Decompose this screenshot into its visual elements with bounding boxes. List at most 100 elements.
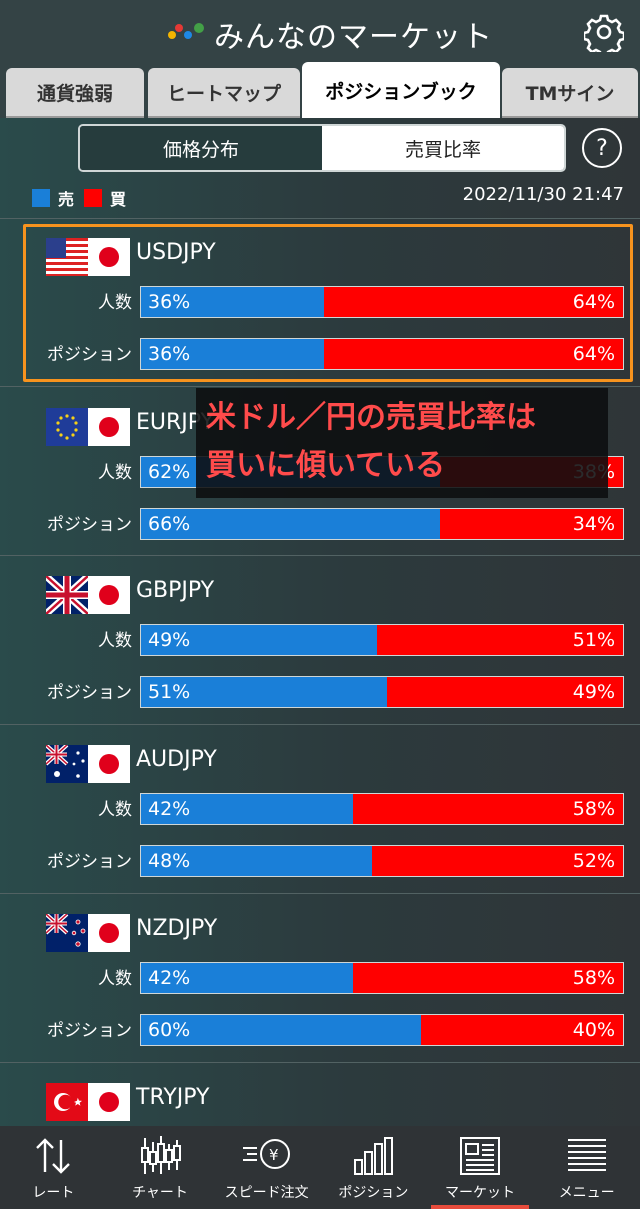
people-label: 人数 [98,463,132,483]
tab-position-book[interactable]: ポジションブック [302,62,500,118]
svg-text:¥: ¥ [269,1146,279,1164]
divider [0,1062,640,1063]
bar-chart-icon [354,1137,394,1175]
help-button[interactable]: ? [582,128,622,168]
pair-name: TRYJPY [136,1085,210,1110]
tab-bar: 通貨強弱 ヒートマップ ポジションブック TMサイン [0,62,640,118]
sell-percent: 36% [148,291,191,313]
annotation-callout: 米ドル／円の売買比率は 買いに傾いている [196,388,608,498]
tr-flag-icon [46,1083,130,1121]
up-down-arrows-icon [36,1138,71,1174]
pair-name: GBPJPY [136,578,215,603]
position-label: ポジション [47,1021,132,1041]
buy-percent: 58% [572,798,615,820]
view-toggle: 価格分布 売買比率 [78,124,566,172]
divider [0,386,640,387]
us-flag-icon [46,238,130,276]
timestamp: 2022/11/30 21:47 [462,184,624,205]
pair-card-gbpjpy[interactable]: GBPJPY 人数 49% 51% ポジション 51% 49% [0,556,640,724]
divider [0,893,640,894]
position-ratio-bar: 60% 40% [140,1014,624,1046]
app-title: みんなのマーケット [214,20,493,55]
divider [0,218,640,219]
pair-card-tryjpy[interactable]: TRYJPY [0,1063,640,1126]
sell-bar [141,846,373,876]
au-flag-icon [46,745,130,783]
pair-card-usdjpy[interactable]: USDJPY 人数 36% 64% ポジション 36% 64% [0,218,640,386]
people-ratio-bar: 49% 51% [140,624,624,656]
eu-flag-icon [46,408,130,446]
sell-bar [141,1015,421,1045]
tab-heatmap[interactable]: ヒートマップ [148,68,300,118]
nav-label: スピード注文 [224,1185,309,1201]
nav-position[interactable]: ポジション [320,1126,427,1209]
buy-percent: 40% [572,1019,615,1041]
buy-percent: 34% [572,513,615,535]
nav-label: メニュー [558,1185,615,1201]
nz-flag-icon [46,914,130,952]
pair-card-nzdjpy[interactable]: NZDJPY 人数 42% 58% ポジション 60% 40% [0,894,640,1062]
pair-name: USDJPY [136,240,216,265]
sell-legend-swatch [32,189,50,207]
menu-icon [567,1139,606,1171]
buy-sell-ratio-toggle[interactable]: 売買比率 [322,126,564,170]
buy-legend-label: 買 [110,190,127,209]
nav-rate[interactable]: レート [0,1126,107,1209]
usdjpy-highlight-frame [23,224,633,382]
nav-label: ポジション [338,1185,409,1201]
sell-percent: 48% [148,850,191,872]
tab-tm-sign[interactable]: TMサイン [502,68,638,118]
people-label: 人数 [98,969,132,989]
pair-card-audjpy[interactable]: AUDJPY 人数 42% 58% ポジション 48% 52% [0,725,640,893]
nav-chart[interactable]: チャート [107,1126,214,1209]
gb-flag-icon [46,576,130,614]
app-header: みんなのマーケット [0,0,640,66]
position-label: ポジション [47,515,132,535]
nav-label: レート [32,1185,75,1201]
speed-order-icon: ¥ [242,1139,290,1169]
sell-percent: 49% [148,629,191,651]
nav-menu[interactable]: メニュー [533,1126,640,1209]
candlestick-icon [141,1136,181,1174]
nav-market[interactable]: マーケット [427,1126,534,1209]
buy-percent: 58% [572,967,615,989]
pair-name: NZDJPY [136,916,218,941]
position-ratio-bar: 66% 34% [140,508,624,540]
position-label: ポジション [47,852,132,872]
bottom-nav: レート チャート ¥ スピード注文 [0,1126,640,1209]
buy-percent: 64% [572,343,615,365]
buy-percent: 64% [572,291,615,313]
nav-label: チャート [132,1185,188,1201]
sell-percent: 42% [148,798,191,820]
sell-percent: 51% [148,681,191,703]
people-ratio-bar: 42% 58% [140,793,624,825]
sell-bar [141,625,378,655]
sell-percent: 42% [148,967,191,989]
divider [0,724,640,725]
people-ratio-bar: 36% 64% [140,286,624,318]
position-label: ポジション [47,683,132,703]
sell-percent: 62% [148,461,191,483]
sell-bar [141,339,325,369]
sell-bar [141,509,440,539]
legend: 売 買 [32,186,136,210]
people-label: 人数 [98,800,132,820]
gear-icon[interactable] [584,12,624,52]
people-label: 人数 [98,631,132,651]
price-distribution-toggle[interactable]: 価格分布 [80,126,322,170]
sell-bar [141,287,325,317]
newspaper-icon [460,1137,501,1175]
pair-name: AUDJPY [136,747,217,772]
position-label: ポジション [47,345,132,365]
app-logo-icon [168,23,204,39]
buy-percent: 52% [572,850,615,872]
people-label: 人数 [98,293,132,313]
sell-bar [141,794,354,824]
buy-percent: 51% [572,629,615,651]
position-ratio-bar: 36% 64% [140,338,624,370]
position-ratio-bar: 48% 52% [140,845,624,877]
nav-speed-order[interactable]: ¥ スピード注文 [213,1126,320,1209]
sell-legend-label: 売 [58,190,75,209]
nav-label: マーケット [445,1185,516,1201]
tab-currency-strength[interactable]: 通貨強弱 [6,68,144,118]
